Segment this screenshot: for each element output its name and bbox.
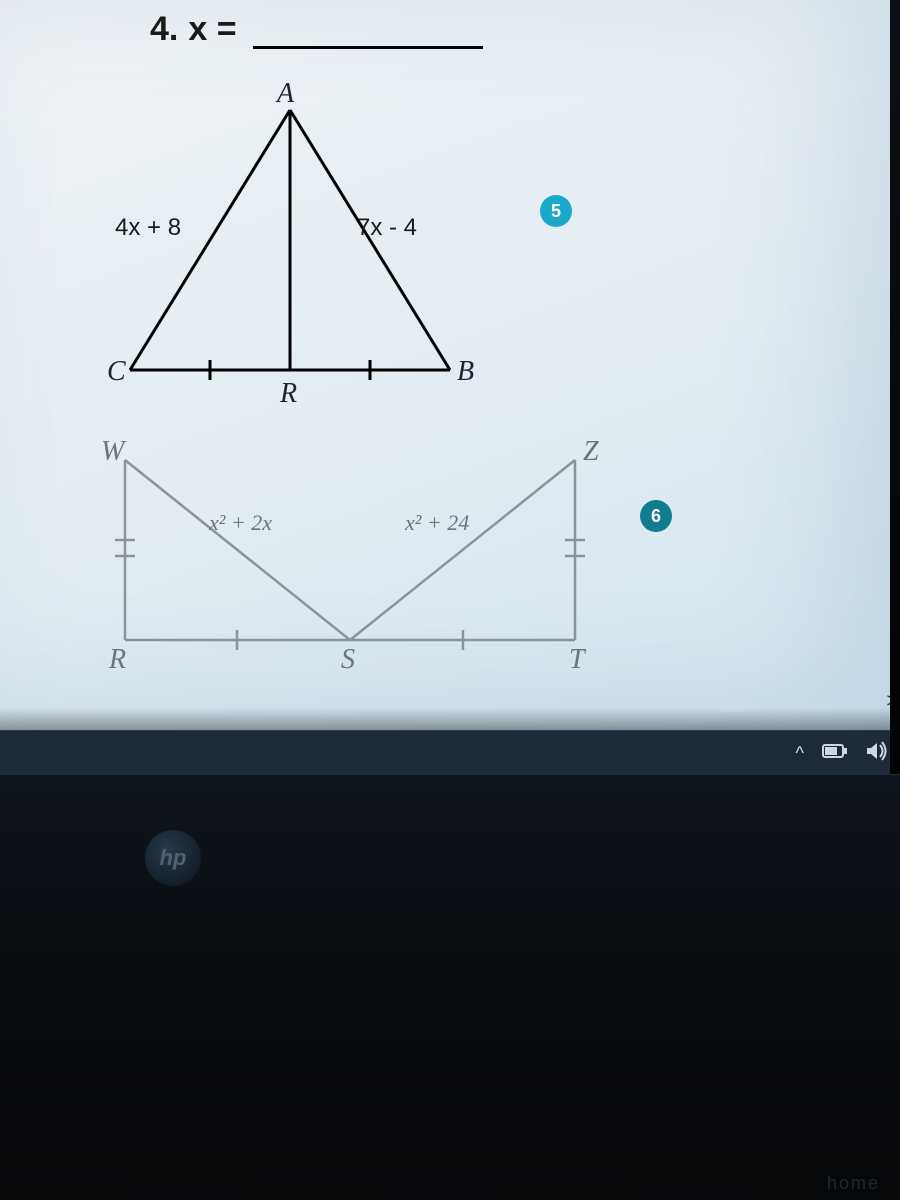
vertex-s-label: S xyxy=(341,644,355,675)
screen-vignette xyxy=(0,708,900,730)
vertex-b-label: B xyxy=(457,356,474,387)
edge-label-ab: 7x - 4 xyxy=(357,214,417,241)
vertex-t-label: T xyxy=(569,644,587,675)
battery-icon[interactable] xyxy=(822,743,848,764)
photo-of-laptop: 4. x = 5 A B C R 4x + 8 7x - 4 6 xyxy=(0,0,900,1200)
edge-label-ws: x² + 2x xyxy=(208,510,272,535)
segment-ws xyxy=(125,460,350,640)
trapezoid-figure: W Z R T S x² + 2x x² + 24 xyxy=(95,430,655,680)
system-tray[interactable]: ^ xyxy=(796,731,888,775)
worksheet-screen: 4. x = 5 A B C R 4x + 8 7x - 4 6 xyxy=(0,0,900,730)
vertex-w-label: W xyxy=(101,436,127,467)
tray-chevron-icon[interactable]: ^ xyxy=(796,743,804,764)
vertex-c-label: C xyxy=(107,356,126,387)
triangle-figure: A B C R 4x + 8 7x - 4 xyxy=(105,80,505,410)
edge-label-ac: 4x + 8 xyxy=(115,214,181,241)
problem-number: 4. xyxy=(150,10,178,49)
hp-logo-icon: hp xyxy=(145,830,201,886)
answer-blank[interactable] xyxy=(253,20,483,49)
problem-text: x = xyxy=(188,10,236,49)
vertex-a-label: A xyxy=(275,80,295,109)
problem-prompt: 4. x = xyxy=(150,10,483,49)
sound-icon[interactable] xyxy=(866,741,888,766)
vertex-r2-label: R xyxy=(108,644,126,675)
key-home-label: home xyxy=(827,1173,880,1194)
step-badge-5[interactable]: 5 xyxy=(540,195,572,227)
keyboard-edge: home xyxy=(0,1140,900,1200)
windows-taskbar[interactable]: ^ xyxy=(0,730,900,775)
segment-zs xyxy=(350,460,575,640)
monitor-bezel xyxy=(890,0,900,774)
vertex-r-label: R xyxy=(279,378,297,409)
vertex-z-label: Z xyxy=(583,436,599,467)
edge-label-zs: x² + 24 xyxy=(404,510,469,535)
